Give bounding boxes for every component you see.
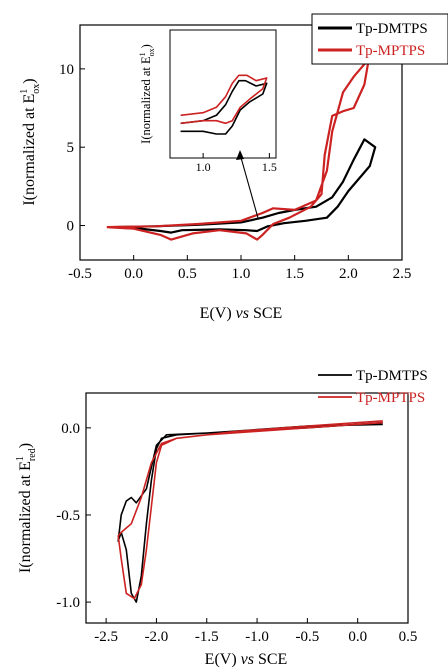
inset-x-ticks: 1.0 1.5 (196, 153, 277, 174)
top-legend: Tp-DMTPS Tp-MPTPS (311, 13, 448, 65)
top-x-tick-label: 1.5 (285, 266, 304, 282)
bottom-y-tick-label: -0.5 (56, 508, 80, 524)
bottom-y-ticks: 0.0 -0.5 -1.0 (56, 421, 91, 611)
inset-pointer-arrowhead (236, 150, 244, 160)
inset-series-line-tp-mptps (180, 74, 268, 125)
inset-background (170, 30, 276, 158)
inset-pointer-arrow (239, 153, 259, 219)
bottom-plot-frame (85, 392, 409, 624)
top-inset-chart: 1.0 1.5 I(normalized at E1ox) (138, 29, 277, 174)
bottom-x-tick-label: -2.0 (145, 629, 169, 645)
inset-series-line-tp-dmtps (180, 79, 268, 135)
inset-x-tick-label: 1.0 (196, 160, 211, 174)
bottom-series-lines (117, 420, 383, 603)
top-x-tick-label: -0.5 (68, 266, 92, 282)
top-series-line-tp-dmtps (112, 138, 377, 234)
bottom-x-tick-label: -1.5 (195, 629, 219, 645)
inset-x-tick-label: 1.5 (262, 160, 277, 174)
top-y-tick-label: 10 (59, 62, 74, 78)
top-legend-label-tp-mptps: Tp-MPTPS (356, 43, 425, 59)
bottom-legend: Tp-DMTPS Tp-MPTPS (318, 368, 428, 406)
bottom-x-tick-label: -1.0 (245, 629, 269, 645)
bottom-x-tick-label: 0.0 (348, 629, 367, 645)
top-legend-label-tp-dmtps: Tp-DMTPS (356, 21, 428, 37)
top-x-tick-label: 2.5 (393, 266, 412, 282)
bottom-x-tick-label: -2.5 (94, 629, 118, 645)
top-y-tick-label: 5 (67, 140, 75, 156)
top-y-axis-label: I(normalized at E1ox) (19, 78, 42, 205)
top-x-tick-label: 2.0 (339, 266, 358, 282)
bottom-series-line-tp-mptps (117, 420, 383, 600)
top-x-ticks: -0.5 0.0 0.5 1.0 1.5 2.0 2.5 (68, 255, 411, 282)
bottom-x-axis-label: E(V) vs SCE (205, 651, 288, 668)
bottom-y-tick-label: -1.0 (56, 595, 80, 611)
inset-series-lines (180, 74, 268, 135)
bottom-x-tick-label: 0.5 (399, 629, 418, 645)
bottom-panel: -2.5 -2.0 -1.5 -1.0 -0.5 0.0 0.5 0.0 -0.5 -1.0 E… (15, 368, 428, 668)
bottom-y-tick-label: 0.0 (61, 421, 80, 437)
top-y-ticks: 0 5 10 (59, 62, 85, 235)
top-series-lines (106, 52, 377, 241)
top-series-line-tp-mptps (106, 52, 371, 241)
top-x-tick-label: 1.0 (232, 266, 251, 282)
top-x-tick-label: 0.0 (124, 266, 143, 282)
bottom-x-ticks: -2.5 -2.0 -1.5 -1.0 -0.5 0.0 0.5 (94, 618, 417, 645)
bottom-legend-label-tp-mptps: Tp-MPTPS (356, 390, 425, 406)
top-legend-box (311, 13, 448, 65)
inset-plot-frame (169, 29, 277, 159)
top-x-tick-label: 0.5 (178, 266, 197, 282)
top-x-axis-label: E(V) vs SCE (200, 305, 283, 322)
bottom-legend-label-tp-dmtps: Tp-DMTPS (356, 368, 428, 384)
top-y-tick-label: 0 (67, 219, 75, 235)
inset-y-axis-label: I(normalized at E1ox) (138, 44, 156, 144)
bottom-x-tick-label: -0.5 (296, 629, 320, 645)
bottom-y-axis-label: I(normalized at E1red) (15, 443, 38, 573)
